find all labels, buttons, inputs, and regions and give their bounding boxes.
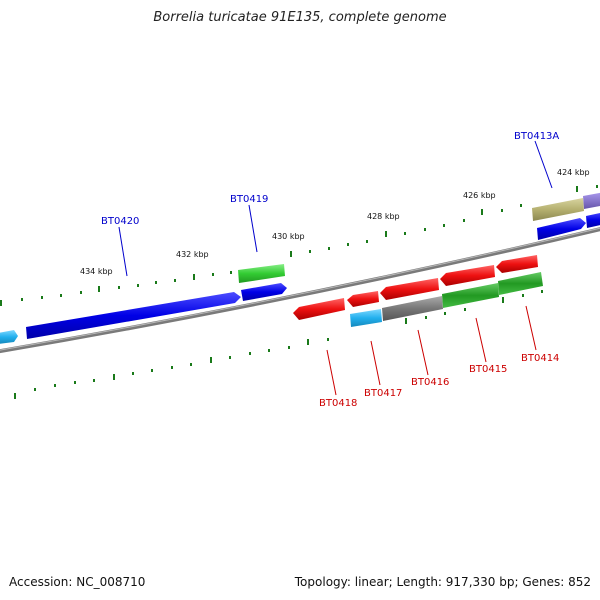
map-title: Borrelia turicatae 91E135, complete geno…	[153, 10, 447, 25]
gene-arrow-bt0419-body[interactable]	[241, 283, 287, 301]
genome-backbone-highlight	[0, 227, 600, 351]
leader-bt0419	[248, 204, 258, 253]
reverse-tick-track	[14, 290, 543, 399]
ruler-label-424: 424 kbp	[557, 168, 590, 177]
gene-label-bt0420[interactable]: BT0420	[101, 216, 139, 227]
leader-bt0418	[326, 349, 337, 396]
ruler-label-434: 434 kbp	[80, 267, 113, 276]
genome-summary-text: Topology: linear; Length: 917,330 bp; Ge…	[294, 575, 591, 589]
leader-bt0413a	[534, 140, 553, 189]
label-leader-lines	[118, 140, 553, 396]
gene-arrow-olive[interactable]	[532, 198, 584, 221]
leader-bt0416	[417, 329, 429, 376]
ruler-label-432: 432 kbp	[176, 250, 209, 259]
genome-backbone	[0, 227, 600, 354]
gene-label-bt0419[interactable]: BT0419	[230, 194, 268, 205]
ruler-label-428: 428 kbp	[367, 212, 400, 221]
ruler-label-430: 430 kbp	[272, 232, 305, 241]
gene-arrow-purple[interactable]	[583, 192, 600, 209]
gene-arrow-bt0416[interactable]	[382, 296, 443, 321]
gene-arrow-bt0417[interactable]	[350, 309, 382, 327]
gene-arrow-red-2[interactable]	[347, 291, 379, 307]
gene-arrow-cyan-left[interactable]	[0, 330, 18, 344]
gene-label-bt0416[interactable]: BT0416	[411, 377, 449, 388]
gene-arrow-bt0419-green[interactable]	[238, 264, 285, 283]
ruler-labels: 434 kbp 432 kbp 430 kbp 428 kbp 426 kbp …	[80, 168, 590, 276]
gene-arrow-red-3[interactable]	[380, 278, 439, 300]
gene-arrow-blue-right-a[interactable]	[537, 218, 586, 240]
leader-bt0420	[118, 226, 128, 277]
leader-bt0415	[475, 317, 487, 363]
gene-arrow-bt0418[interactable]	[293, 298, 345, 320]
gene-arrow-bt0414[interactable]	[498, 272, 543, 295]
reverse-genes	[293, 255, 543, 327]
accession-text: Accession: NC_008710	[9, 575, 146, 589]
forward-tick-track	[0, 185, 598, 306]
gene-label-bt0415[interactable]: BT0415	[469, 364, 507, 375]
gene-labels-forward: BT0420 BT0419 BT0413A	[101, 131, 559, 227]
gene-arrow-bt0420[interactable]	[26, 292, 241, 339]
gene-label-bt0413a[interactable]: BT0413A	[514, 131, 559, 142]
ruler-label-426: 426 kbp	[463, 191, 496, 200]
gene-label-bt0418[interactable]: BT0418	[319, 398, 357, 409]
forward-genes	[0, 192, 600, 344]
leader-bt0417	[370, 340, 381, 386]
leader-bt0414	[525, 305, 537, 351]
gene-arrow-bt0415[interactable]	[442, 283, 499, 308]
gene-label-bt0417[interactable]: BT0417	[364, 388, 402, 399]
gene-arrow-red-5[interactable]	[496, 255, 538, 273]
gene-label-bt0414[interactable]: BT0414	[521, 353, 559, 364]
gene-arrow-blue-right-b[interactable]	[586, 212, 600, 228]
gene-labels-reverse: BT0418 BT0417 BT0416 BT0415 BT0414	[319, 353, 559, 409]
gene-arrow-red-4[interactable]	[440, 265, 495, 286]
